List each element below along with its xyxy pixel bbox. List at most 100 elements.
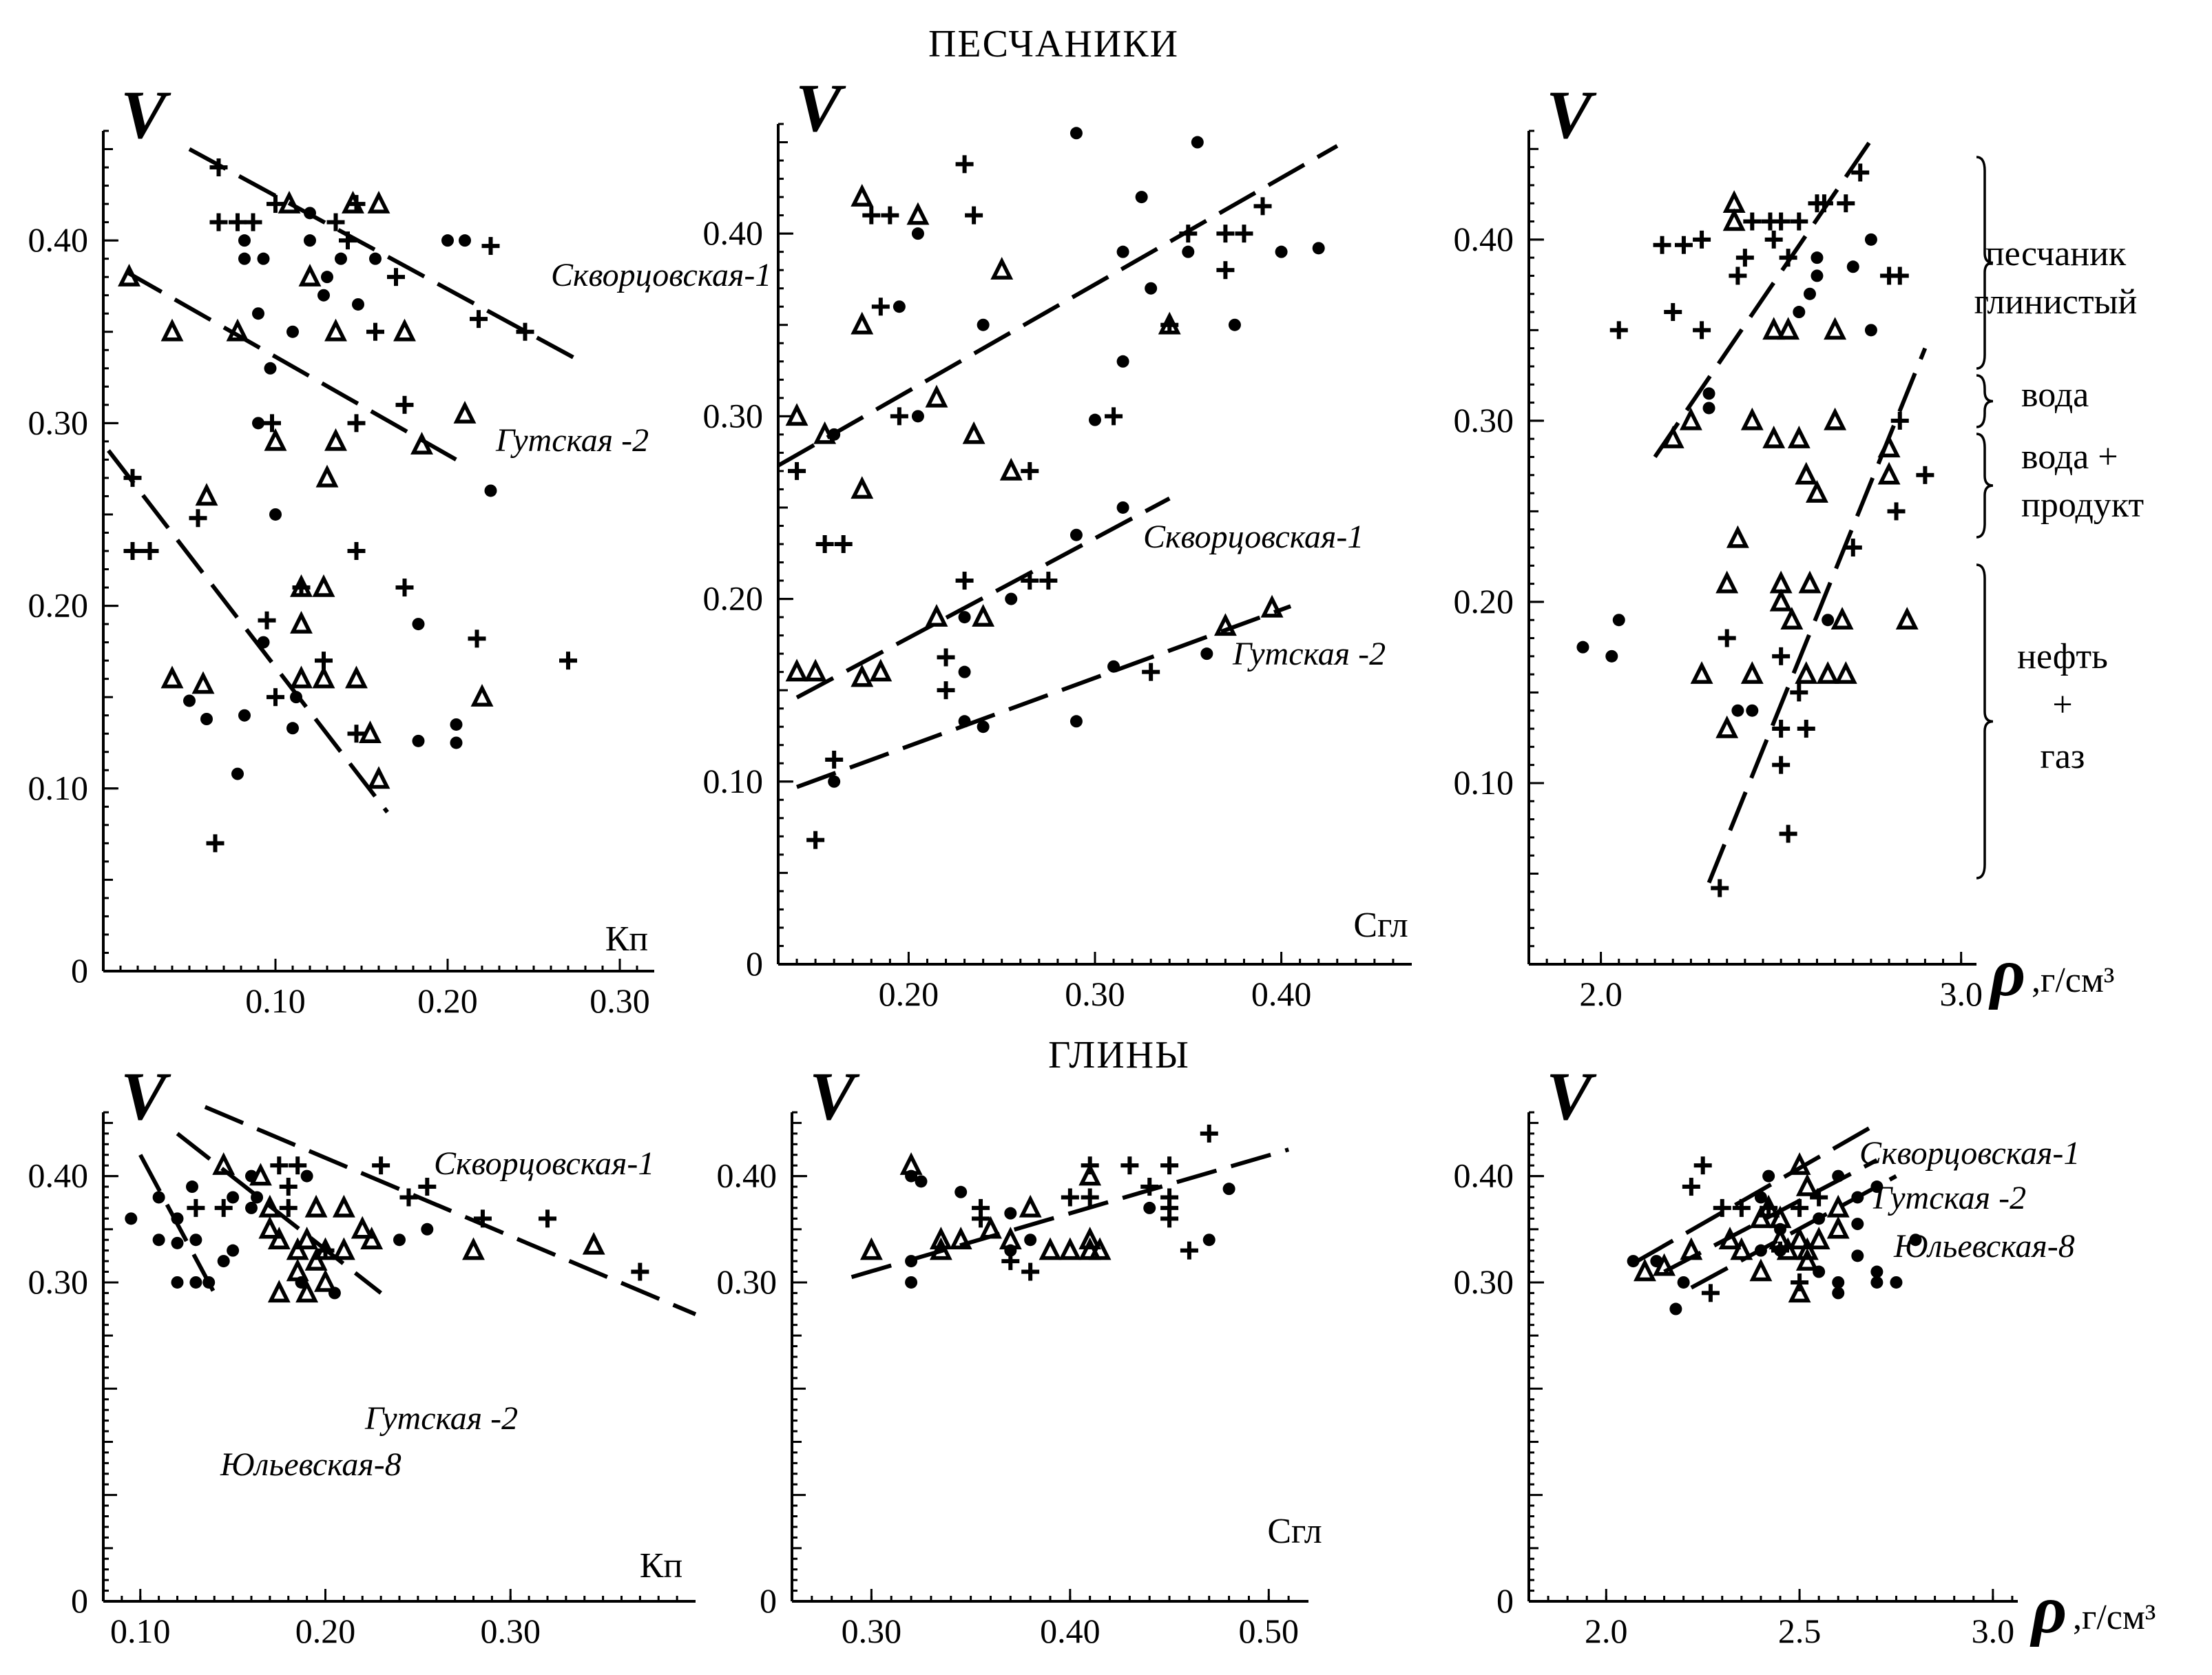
trend-line xyxy=(188,147,578,362)
data-point-plus xyxy=(214,1198,233,1217)
data-point-plus xyxy=(1779,249,1797,267)
data-point-triangle xyxy=(851,311,874,335)
data-point-dot xyxy=(217,1255,230,1268)
trend-line-label: Гутская -2 xyxy=(364,1400,518,1437)
data-point-dot xyxy=(1669,1302,1682,1315)
data-point-dot xyxy=(200,713,213,725)
x-tick-label: 2.0 xyxy=(1579,975,1623,1013)
data-point-triangle xyxy=(1795,461,1818,485)
data-point-triangle xyxy=(278,190,301,214)
data-point-dot xyxy=(317,289,330,302)
data-point-plus xyxy=(473,1209,492,1228)
data-point-dot xyxy=(183,694,196,707)
data-point-dot xyxy=(369,252,382,265)
x-tick-label: 3.0 xyxy=(1972,1612,2015,1650)
data-point-triangle xyxy=(929,1237,952,1260)
data-point-dot xyxy=(1754,1244,1767,1257)
data-point-plus xyxy=(1837,194,1855,213)
y-tick-label: 0.40 xyxy=(717,1156,778,1195)
data-point-triangle xyxy=(258,1194,282,1218)
data-point-plus xyxy=(372,1156,390,1175)
data-point-plus xyxy=(1160,1156,1179,1175)
data-point-dot xyxy=(1005,592,1018,605)
data-point-triangle xyxy=(314,1237,337,1260)
data-point-dot xyxy=(252,307,264,320)
data-point-dot xyxy=(1746,704,1759,717)
y-tick-label: 0.10 xyxy=(703,762,764,800)
x-tick-label: 0.40 xyxy=(1251,975,1312,1013)
trend-line xyxy=(1707,347,1928,884)
y-tick-label: 0.20 xyxy=(1454,582,1514,621)
data-point-dot xyxy=(1846,260,1859,273)
data-point-plus xyxy=(1653,236,1671,254)
x-tick-label: 0.30 xyxy=(589,981,650,1020)
data-point-dot xyxy=(352,298,364,311)
data-point-plus xyxy=(1609,321,1628,340)
data-point-plus xyxy=(1021,1262,1040,1281)
y-tick-label: 0.30 xyxy=(28,1262,89,1301)
data-point-plus xyxy=(1887,502,1906,521)
data-point-plus xyxy=(1001,1252,1020,1271)
data-point-triangle xyxy=(1768,1227,1792,1249)
data-point-plus xyxy=(229,213,247,231)
data-point-dot xyxy=(1605,649,1618,663)
data-point-plus xyxy=(1772,756,1791,774)
data-point-triangle xyxy=(1795,1247,1819,1271)
data-point-plus xyxy=(1039,572,1058,590)
scatter-plot-p4: 0 0.30 0.40 0.10 0.20 0.30 V Кп Скворцовская-1 Гу… xyxy=(28,1058,697,1650)
data-point-dot xyxy=(484,484,497,497)
data-point-plus xyxy=(1061,1188,1079,1207)
data-point-plus xyxy=(339,231,357,250)
x-axis-unit: ,г/см³ xyxy=(2032,961,2114,1000)
data-point-dot xyxy=(227,1244,240,1257)
data-point-dot xyxy=(257,252,270,265)
data-point-dot xyxy=(1811,269,1824,282)
data-point-dot xyxy=(300,1169,313,1183)
data-point-dot xyxy=(1202,1234,1215,1247)
data-point-triangle xyxy=(582,1231,605,1255)
y-tick-label: 0.10 xyxy=(28,769,89,807)
data-point-triangle xyxy=(1795,660,1818,684)
data-point-plus xyxy=(825,750,844,769)
data-point-plus xyxy=(267,195,284,214)
group-label: нефть xyxy=(2017,637,2108,676)
y-tick-label: 0.30 xyxy=(28,403,89,441)
data-point-plus xyxy=(881,206,899,225)
trend-line xyxy=(107,449,389,814)
data-point-triangle xyxy=(393,318,416,342)
data-point-plus xyxy=(1674,236,1693,254)
data-point-dot xyxy=(1870,1276,1884,1289)
trend-line xyxy=(851,1147,1289,1280)
x-axis-label: Кп xyxy=(640,1546,683,1585)
data-point-triangle xyxy=(1690,660,1713,684)
group-label: глинистый xyxy=(1974,282,2138,322)
data-point-triangle xyxy=(298,264,322,287)
data-point-triangle xyxy=(899,1152,923,1175)
data-point-triangle xyxy=(258,1216,282,1239)
data-point-plus xyxy=(347,414,366,433)
data-point-triangle xyxy=(351,1216,374,1239)
data-point-triangle xyxy=(1787,426,1811,448)
trend-line xyxy=(795,497,1171,700)
data-point-triangle xyxy=(315,464,339,488)
data-point-triangle xyxy=(1260,594,1284,618)
data-point-triangle xyxy=(267,1227,291,1249)
x-axis-label: Сгл xyxy=(1267,1512,1322,1551)
data-point-dot xyxy=(264,362,277,375)
data-point-plus xyxy=(1200,1124,1218,1143)
data-point-plus xyxy=(270,1156,289,1175)
data-point-plus xyxy=(965,206,983,225)
y-axis-label: V xyxy=(795,70,846,146)
data-point-dot xyxy=(1135,191,1148,204)
data-point-dot xyxy=(1890,1276,1903,1289)
data-point-plus xyxy=(937,681,955,700)
data-point-triangle xyxy=(295,1227,319,1249)
data-point-plus xyxy=(1743,212,1762,231)
y-tick-label: 0.40 xyxy=(28,1156,89,1195)
data-point-plus xyxy=(834,535,853,553)
data-point-plus xyxy=(1890,411,1909,430)
data-point-triangle xyxy=(1757,1194,1780,1218)
y-tick-label: 0 xyxy=(1496,1581,1514,1620)
group-label: песчаник xyxy=(1985,234,2127,273)
trend-line xyxy=(204,1105,697,1317)
